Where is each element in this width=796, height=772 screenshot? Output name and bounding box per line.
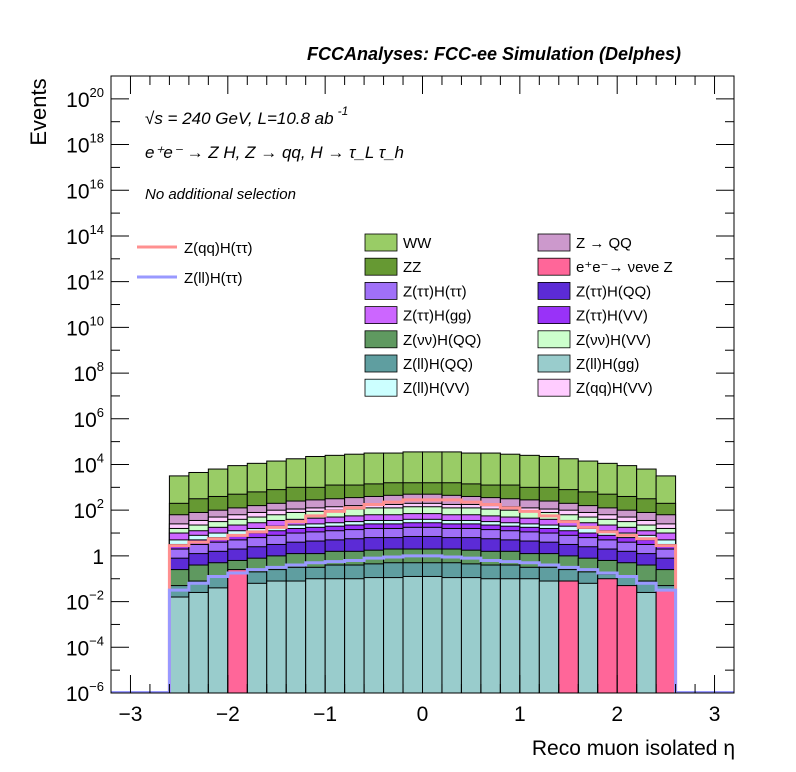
y-tick-label: 1012	[66, 268, 104, 295]
legend-label-z-ll-h-gg: Z(ll)H(gg)	[576, 356, 639, 373]
y-tick-label: 1016	[66, 176, 104, 203]
legend-swatch-z-h-qq	[364, 330, 398, 349]
bar-z-ll-h-gg	[363, 577, 385, 694]
bar-z-ll-h-gg	[207, 587, 229, 694]
bar-z-ll-h-gg	[266, 580, 287, 694]
y-tick-label: 102	[73, 496, 104, 523]
legend-swatch-z-ll-h-qq	[364, 354, 398, 373]
x-tick-label: 0	[417, 703, 429, 726]
bar-z-ll-h-gg	[480, 578, 501, 694]
bar-z-ll-h-gg	[168, 596, 190, 694]
x-tick-label: 1	[514, 703, 526, 726]
legend-label-z-h-vv: Z(νν)H(VV)	[576, 332, 651, 349]
legend-swatch-z-h	[364, 281, 398, 300]
legend-swatch-z-ll-h-vv	[364, 378, 398, 397]
bar-z-ll-h-gg	[246, 582, 268, 694]
bar-ee-nunu-z	[597, 578, 618, 694]
legend-label-e-e-e-e-z: e⁺e⁻→ νeνe Z	[576, 259, 673, 276]
bar-z-ll-h-gg	[460, 577, 482, 694]
y-tick-label: 104	[73, 450, 104, 477]
bar-ee-nunu-z	[616, 585, 638, 694]
energy-superscript: -1	[338, 104, 349, 118]
y-tick-label: 1014	[66, 222, 104, 249]
legend-label-z-qq-h-vv: Z(qq)H(VV)	[576, 380, 653, 397]
legend-swatch-z-qq-h-vv	[537, 378, 571, 397]
y-tick-label: 108	[73, 359, 104, 386]
legend-label-z-qq-h: Z(qq)H(ττ)	[184, 240, 253, 257]
line-z-ll-h	[167, 554, 678, 693]
bar-z-ll-h-gg	[402, 575, 423, 694]
x-tick-label: −3	[118, 703, 142, 726]
bar-z-ll-h-gg	[285, 580, 307, 694]
stack-series-ee-nunu-z	[227, 569, 677, 694]
legend-swatch-e-e-e-e-z	[537, 257, 571, 276]
legend-label-z-h-gg: Z(ττ)H(gg)	[403, 308, 472, 325]
legend-label-z-ll-h-qq: Z(ll)H(QQ)	[403, 356, 473, 373]
x-axis-ticks: −3 −2 −1 0 1 2 3	[110, 76, 735, 726]
bar-z-ll-h-gg	[188, 591, 209, 694]
y-tick-label: 10−2	[66, 588, 104, 615]
bar-z-ll-h-gg	[383, 577, 404, 694]
legend-label-z-h-qq: Z(νν)H(QQ)	[403, 332, 481, 349]
legend-swatch-z-h-gg	[364, 306, 398, 325]
bar-z-ll-h-gg	[422, 575, 443, 694]
energy-annotation: √s = 240 GeV, L=10.8 ab -1	[145, 104, 348, 128]
process-annotation: e⁺e⁻ → Z H, Z → qq, H → τ_L τ_h	[145, 143, 404, 162]
x-tick-label: −2	[216, 703, 240, 726]
legend-swatch-z-h-vv	[537, 306, 571, 325]
legend-swatch-z-h-qq	[537, 281, 571, 300]
energy-text: √s = 240 GeV, L=10.8 ab	[145, 109, 334, 128]
legend-label-z-h-vv: Z(ττ)H(VV)	[576, 308, 648, 325]
y-axis-label: Events	[26, 78, 51, 145]
bar-z-ll-h-gg	[324, 578, 346, 694]
y-tick-label: 10−4	[66, 633, 104, 660]
bar-z-ll-h-gg	[441, 577, 462, 694]
bar-z-ll-h-gg	[636, 591, 657, 694]
x-tick-label: −1	[313, 703, 337, 726]
legend-swatch-z-h-vv	[537, 330, 571, 349]
bar-ee-nunu-z	[227, 569, 248, 694]
bar-z-ll-h-gg	[305, 578, 326, 694]
legend-label-z-h-qq: Z(ττ)H(QQ)	[576, 283, 651, 300]
bar-z-ll-h-gg	[538, 580, 560, 694]
x-tick-label: 2	[611, 703, 623, 726]
x-tick-label: 3	[709, 703, 721, 726]
bar-ee-nunu-z	[655, 589, 677, 694]
y-tick-label: 1	[92, 546, 104, 569]
legend-swatch-ww	[364, 233, 398, 252]
y-tick-label: 106	[73, 405, 104, 432]
legend-overlays: Z(qq)H(ττ) Z(ll)H(ττ)	[137, 240, 253, 287]
overlay-lines	[111, 498, 734, 693]
legend-label-z-qq: Z → QQ	[576, 235, 632, 252]
y-tick-label: 10−6	[66, 679, 104, 706]
bar-z-ll-h-gg	[577, 582, 599, 694]
y-tick-label: 1020	[66, 85, 104, 112]
line-z-qq-h	[167, 498, 678, 693]
legend-swatch-zz	[364, 257, 398, 276]
bar-z-ll-h-gg	[344, 578, 365, 694]
chart-title: FCCAnalyses: FCC-ee Simulation (Delphes)	[307, 44, 681, 64]
legend-stack: WW Z → QQ ZZ e⁺e⁻→ νeνe Z Z(ττ)H(ττ) Z(ττ)H(Q…	[364, 233, 673, 397]
y-axis-ticks: 1020 1018 1016 1014 1012 1010 108 106 104 102 1 10−…	[66, 75, 734, 706]
bar-z-ll-h-gg	[519, 578, 540, 694]
bar-z-ll-h-gg	[499, 578, 521, 694]
legend-swatch-z-qq	[537, 233, 571, 252]
bar-ee-nunu-z	[558, 580, 579, 694]
y-tick-label: 1010	[66, 313, 104, 340]
legend-label-ww: WW	[403, 235, 432, 252]
legend-label-zz: ZZ	[403, 259, 421, 276]
selection-annotation: No additional selection	[145, 186, 296, 203]
legend-swatch-z-ll-h-gg	[537, 354, 571, 373]
x-axis-label: Reco muon isolated η	[532, 737, 735, 760]
y-tick-label: 1018	[66, 131, 104, 158]
legend-label-z-ll-h: Z(ll)H(ττ)	[184, 270, 243, 287]
legend-label-z-h: Z(ττ)H(ττ)	[403, 283, 467, 300]
legend-label-z-ll-h-vv: Z(ll)H(VV)	[403, 380, 470, 397]
